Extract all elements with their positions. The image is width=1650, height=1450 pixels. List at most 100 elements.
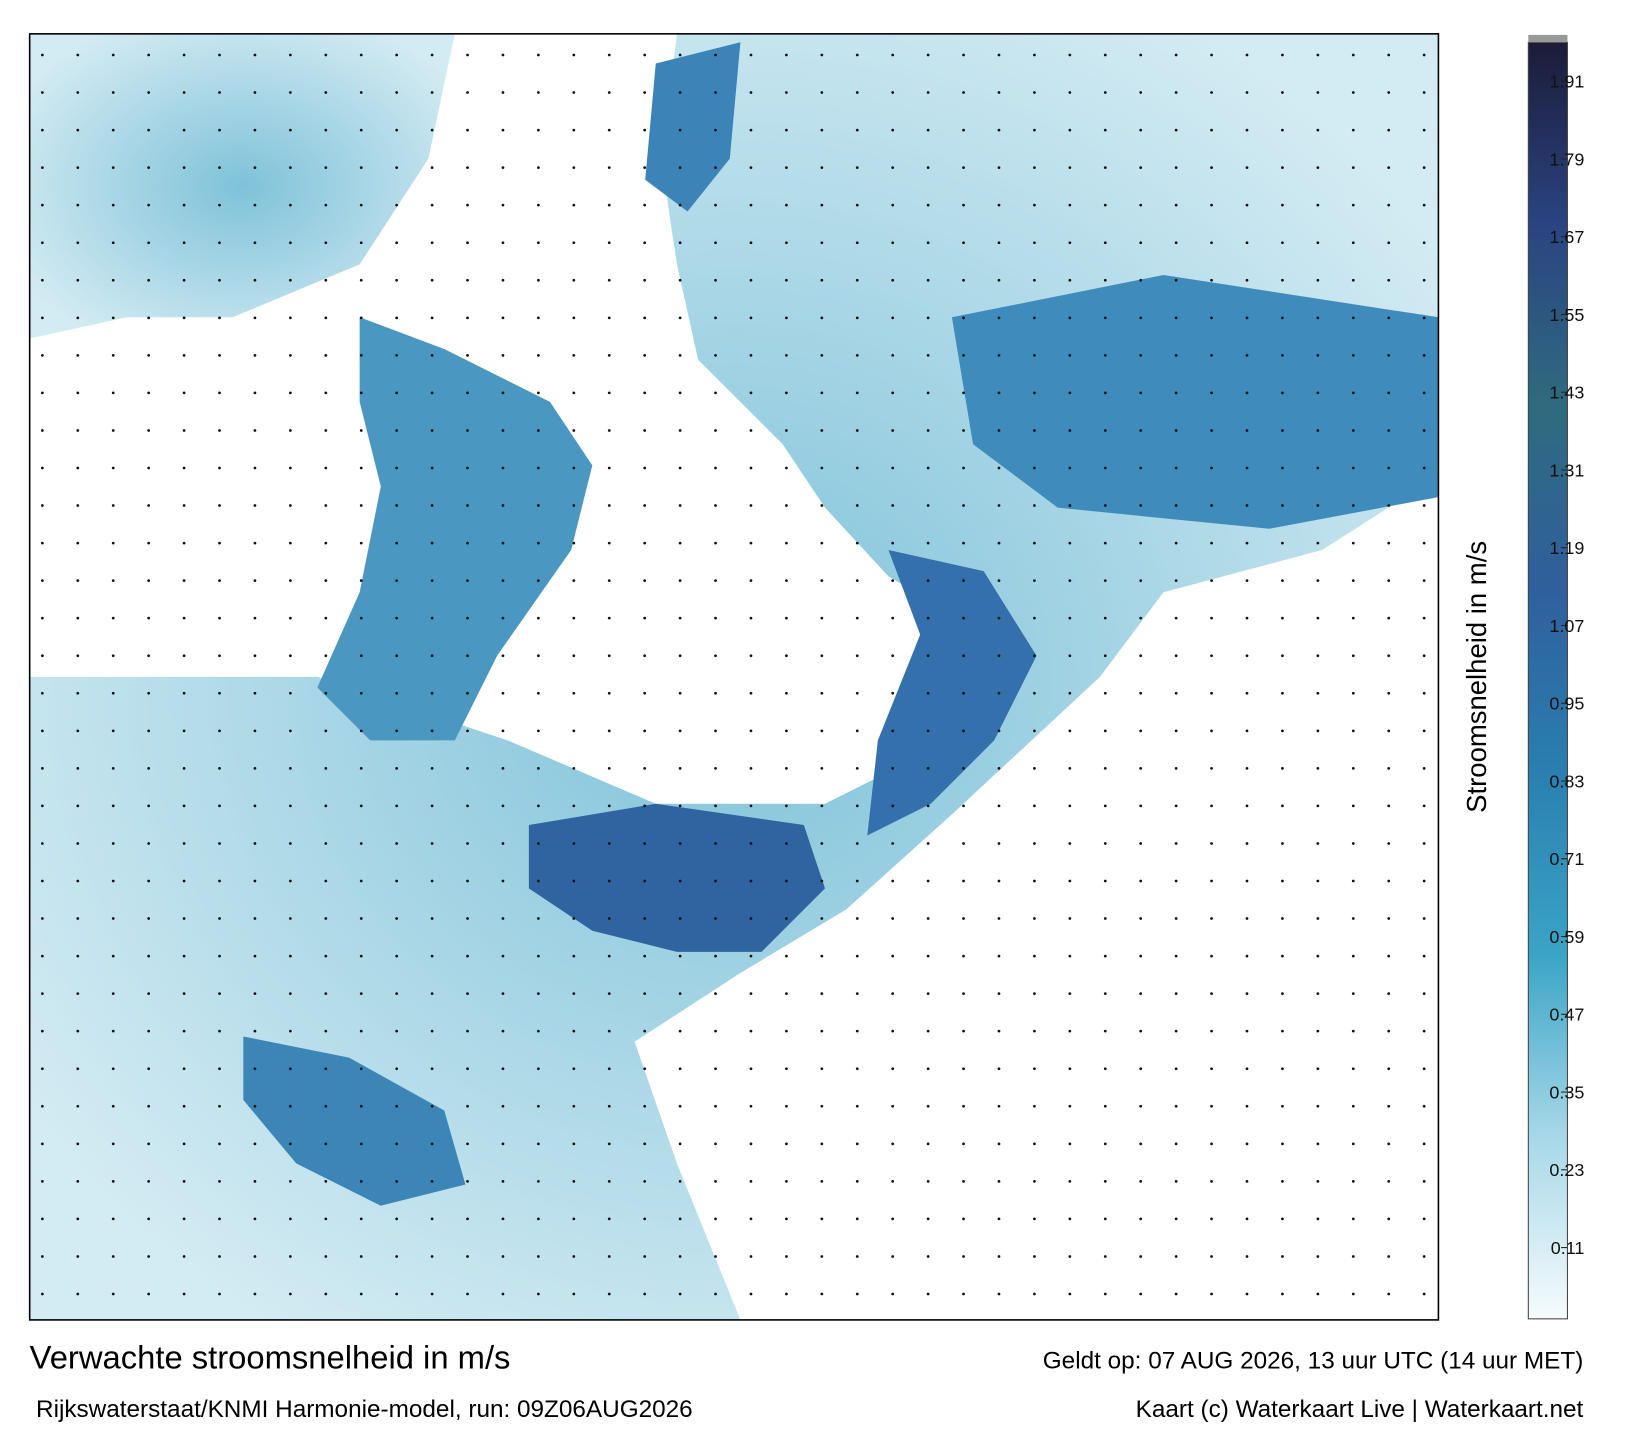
grid-dot (430, 954, 434, 958)
grid-dot (253, 1142, 257, 1146)
grid-dot (253, 128, 257, 132)
grid-dot (643, 429, 647, 432)
grid-dot (1351, 128, 1355, 132)
grid-dot (324, 992, 328, 996)
grid-dot (1351, 804, 1355, 808)
grid-dot (466, 766, 469, 770)
grid-dot (466, 691, 469, 695)
grid-dot (891, 541, 895, 545)
grid-dot (218, 879, 221, 883)
grid-dot (182, 466, 186, 470)
grid-dot (218, 691, 221, 695)
grid-dot (395, 992, 399, 996)
grid-dot (643, 992, 647, 996)
grid-dot (1033, 579, 1036, 583)
grid-dot (1316, 579, 1320, 583)
grid-dot (820, 766, 824, 770)
grid-dot (324, 691, 328, 695)
grid-dot (218, 278, 221, 282)
grid-dot (1139, 691, 1143, 695)
grid-dot (820, 53, 824, 57)
grid-dot (76, 541, 80, 545)
grid-dot (218, 166, 221, 170)
grid-dot (607, 429, 611, 432)
grid-dot (1387, 429, 1391, 432)
grid-dot (501, 1179, 505, 1183)
grid-dot (1351, 91, 1355, 94)
grid-dot (395, 579, 399, 583)
grid-dot (643, 917, 647, 920)
grid-dot (1351, 203, 1355, 207)
grid-dot (359, 1104, 363, 1108)
grid-dot (182, 1179, 186, 1183)
grid-dot (1422, 353, 1426, 357)
grid-dot (324, 241, 328, 245)
grid-dot (430, 1217, 434, 1221)
grid-dot (820, 1142, 824, 1146)
grid-dot (40, 654, 44, 658)
grid-dot (1245, 1255, 1249, 1258)
grid-dot (1210, 466, 1213, 470)
grid-dot (40, 729, 44, 733)
grid-dot (253, 278, 257, 282)
grid-dot (182, 1255, 186, 1258)
grid-dot (1210, 91, 1213, 94)
grid-dot (1281, 1179, 1284, 1183)
grid-dot (926, 1255, 930, 1258)
grid-dot (997, 128, 1001, 132)
grid-dot (855, 1255, 859, 1258)
colorbar-tick-label: 1.91 (1549, 72, 1584, 92)
grid-dot (855, 353, 859, 357)
grid-dot (643, 203, 647, 207)
grid-dot (607, 466, 611, 470)
grid-dot (678, 1255, 682, 1258)
grid-dot (76, 278, 80, 282)
grid-dot (147, 992, 151, 996)
grid-dot (1387, 1217, 1391, 1221)
grid-dot (926, 579, 930, 583)
grid-dot (820, 278, 824, 282)
grid-dot (678, 616, 682, 620)
grid-dot (111, 729, 115, 733)
grid-dot (607, 992, 611, 996)
grid-dot (395, 391, 399, 395)
grid-dot (1068, 316, 1072, 320)
grid-dot (359, 203, 363, 207)
grid-dot (182, 504, 186, 507)
grid-dot (1422, 691, 1426, 695)
grid-dot (714, 654, 717, 658)
grid-dot (1245, 504, 1249, 507)
grid-dot (855, 541, 859, 545)
grid-dot (537, 804, 540, 808)
grid-dot (1210, 128, 1213, 132)
grid-dot (1210, 1292, 1213, 1296)
grid-dot (714, 954, 717, 958)
grid-dot (501, 992, 505, 996)
grid-dot (76, 166, 80, 170)
grid-dot (1210, 654, 1213, 658)
grid-dot (891, 1217, 895, 1221)
grid-dot (147, 278, 151, 282)
colorbar-tick-label: 0.59 (1549, 927, 1584, 947)
grid-dot (572, 241, 576, 245)
grid-dot (997, 766, 1001, 770)
grid-dot (678, 842, 682, 845)
grid-dot (1033, 1142, 1036, 1146)
grid-dot (324, 729, 328, 733)
grid-dot (607, 616, 611, 620)
grid-dot (643, 879, 647, 883)
grid-dot (1068, 353, 1072, 357)
channel-top (645, 42, 741, 212)
grid-dot (501, 954, 505, 958)
grid-dot (218, 766, 221, 770)
grid-dot (678, 1067, 682, 1071)
grid-dot (607, 1179, 611, 1183)
grid-dot (572, 1292, 576, 1296)
grid-dot (1033, 1255, 1036, 1258)
grid-dot (288, 391, 292, 395)
grid-dot (1068, 842, 1072, 845)
grid-dot (1174, 954, 1178, 958)
grid-dot (1139, 766, 1143, 770)
grid-dot (820, 91, 824, 94)
grid-dot (1174, 842, 1178, 845)
